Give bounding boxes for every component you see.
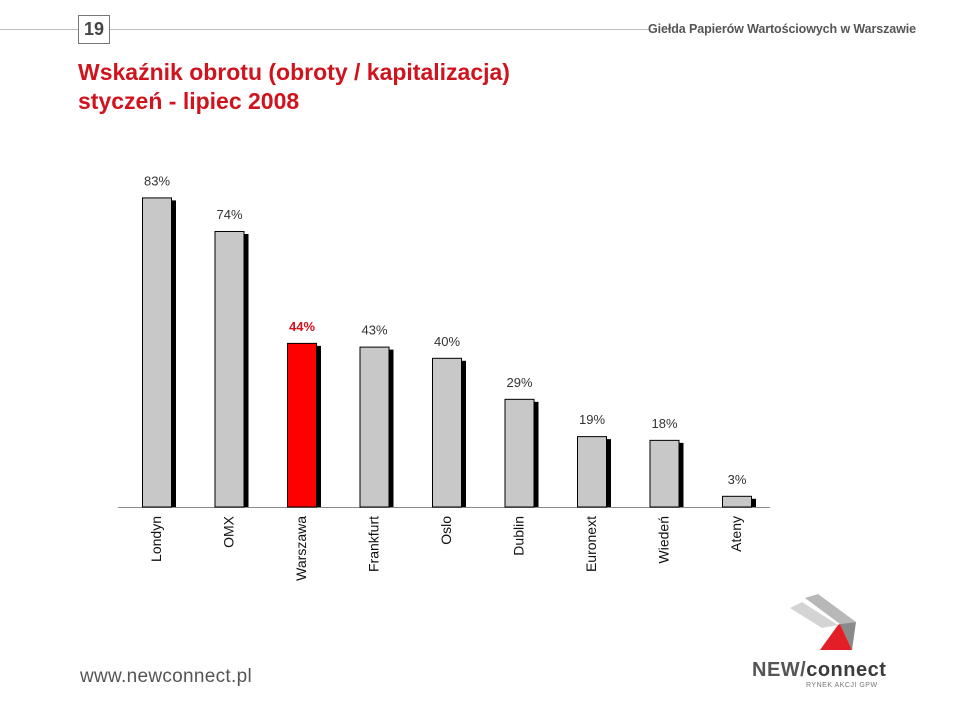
value-label-4: 40%	[434, 334, 460, 349]
value-label-0: 83%	[144, 173, 170, 188]
bar-shadow-7	[677, 442, 684, 507]
category-label-2: Warszawa	[293, 516, 309, 581]
footer-url[interactable]: www.newconnect.pl	[80, 666, 252, 687]
category-label-4: Oslo	[438, 516, 454, 545]
value-label-2: 44%	[289, 319, 315, 334]
bar-6	[577, 436, 607, 508]
bar-7	[649, 439, 680, 508]
page-number: 19	[78, 15, 110, 44]
brand-name: NEW/connect	[752, 659, 887, 681]
header-rule	[108, 29, 650, 30]
bar-shadow-4	[460, 360, 466, 507]
title-line-1: Wskaźnik obrotu (obroty / kapitalizacja)	[78, 59, 510, 85]
exchange-name: Giełda Papierów Wartościowych w Warszawi…	[648, 22, 916, 36]
bar-shadow-1	[242, 233, 249, 508]
slide-title: Wskaźnik obrotu (obroty / kapitalizacja)…	[78, 58, 510, 116]
brand-tagline: RYNEK AKCJI GPW	[806, 682, 878, 689]
value-label-7: 18%	[651, 416, 677, 431]
category-label-0: Londyn	[148, 516, 164, 562]
category-label-6: Euronext	[583, 516, 599, 572]
category-label-7: Wiedeń	[656, 516, 672, 563]
category-label-3: Frankfurt	[366, 516, 382, 572]
category-label-5: Dublin	[511, 516, 527, 556]
value-label-1: 74%	[216, 207, 242, 222]
bar-shadow-0	[170, 200, 176, 507]
bar-2	[287, 342, 317, 508]
header-rule-left	[0, 29, 78, 30]
bar-shadow-3	[387, 349, 394, 507]
category-label-8: Ateny	[728, 516, 744, 552]
category-label-1: OMX	[221, 515, 237, 548]
bar-8	[722, 495, 752, 508]
bar-1	[214, 230, 245, 508]
value-label-6: 19%	[579, 412, 605, 427]
bar-0	[142, 197, 172, 508]
bar-chart: 83% Londyn 74% OMX 44% Warszawa 43% Frankfurt 40…	[118, 173, 770, 581]
value-label-5: 29%	[506, 375, 532, 390]
newconnect-logo-icon	[790, 594, 856, 650]
value-label-3: 43%	[361, 323, 387, 338]
bar-shadow-2	[315, 345, 321, 507]
title-line-2: styczeń - lipiec 2008	[78, 88, 300, 114]
bar-shadow-6	[605, 439, 611, 507]
bar-shadow-5	[532, 401, 539, 507]
bar-shadow-8	[750, 498, 756, 507]
bar-5	[504, 398, 535, 508]
bar-3	[359, 346, 390, 508]
bar-4	[432, 357, 462, 508]
value-label-8: 3%	[728, 472, 747, 487]
